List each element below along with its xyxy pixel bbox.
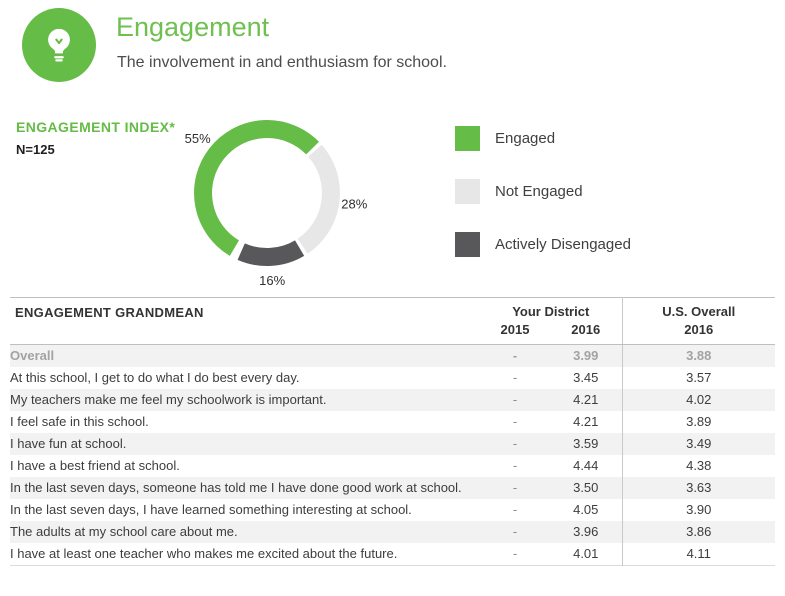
donut-segment-not-engaged xyxy=(297,144,340,254)
district-2015-value: - xyxy=(512,392,518,407)
us-2016-value: 4.38 xyxy=(621,455,775,477)
district-2015-value: - xyxy=(512,414,518,429)
legend-label-actively-disengaged: Actively Disengaged xyxy=(495,236,631,253)
us-2016-value: 3.88 xyxy=(621,344,775,367)
table-header-years: 2015 2016 2016 xyxy=(10,320,775,345)
sample-size-label: N=125 xyxy=(16,142,55,157)
row-label: In the last seven days, someone has told… xyxy=(10,480,462,495)
us-2016-value: 3.49 xyxy=(621,433,775,455)
engagement-donut-chart: 55% 28% 16% xyxy=(155,95,379,300)
district-2015-value: - xyxy=(512,524,518,539)
table-title: ENGAGEMENT GRANDMEAN xyxy=(10,297,480,345)
chart-legend: Engaged Not Engaged Actively Disengaged xyxy=(455,126,631,285)
table-row: I have a best friend at school. - 4.44 4.38 xyxy=(10,455,775,477)
table-row: The adults at my school care about me. - 3… xyxy=(10,521,775,543)
district-2015-value: - xyxy=(512,348,518,363)
district-2015-value: - xyxy=(512,370,518,385)
legend-swatch-actively-disengaged xyxy=(455,232,480,257)
table-row: At this school, I get to do what I do be… xyxy=(10,367,775,389)
row-label: Overall xyxy=(10,348,55,363)
district-2016-value: 4.05 xyxy=(573,502,599,517)
table-row: My teachers make me feel my schoolwork i… xyxy=(10,389,775,411)
us-2016-value: 3.63 xyxy=(621,477,775,499)
row-label: I have fun at school. xyxy=(10,436,127,451)
legend-item-engaged: Engaged xyxy=(455,126,631,151)
legend-label-not-engaged: Not Engaged xyxy=(495,183,583,200)
donut-percvalue-not-engaged: 28% xyxy=(341,196,367,211)
district-2016-value: 4.21 xyxy=(573,392,599,407)
row-label: The adults at my school care about me. xyxy=(10,524,238,539)
engagement-index-title: ENGAGEMENT INDEX* xyxy=(16,119,176,135)
row-label: In the last seven days, I have learned s… xyxy=(10,502,412,517)
district-2016-value: 4.01 xyxy=(573,546,599,561)
col-header-district-2016: 2016 xyxy=(550,320,622,345)
donut-percvalue-actively-disengaged: 16% xyxy=(259,273,285,288)
district-2016-value: 3.59 xyxy=(573,436,599,451)
us-2016-value: 4.02 xyxy=(621,389,775,411)
lightbulb-icon xyxy=(22,8,96,82)
district-2015-value: - xyxy=(512,502,518,517)
legend-item-not-engaged: Not Engaged xyxy=(455,179,631,204)
col-header-us-2016: 2016 xyxy=(621,320,775,345)
page-subtitle: The involvement in and enthusiasm for sc… xyxy=(117,54,447,71)
legend-item-actively-disengaged: Actively Disengaged xyxy=(455,232,631,257)
district-2016-value: 3.99 xyxy=(573,348,599,363)
donut-segment-engaged xyxy=(194,120,319,256)
table-row: Overall - 3.99 3.88 xyxy=(10,344,775,367)
table-row: In the last seven days, someone has told… xyxy=(10,477,775,499)
district-2015-value: - xyxy=(512,480,518,495)
district-2016-value: 3.96 xyxy=(573,524,599,539)
district-2015-value: - xyxy=(512,546,518,561)
donut-percvalue-engaged: 55% xyxy=(185,131,211,146)
legend-label-engaged: Engaged xyxy=(495,130,556,147)
row-label: I have at least one teacher who makes me… xyxy=(10,546,398,561)
page-title: Engagement xyxy=(116,12,270,42)
lightbulb-glyph xyxy=(48,28,70,62)
us-2016-value: 3.57 xyxy=(621,367,775,389)
us-2016-value: 4.11 xyxy=(621,543,775,566)
legend-swatch-engaged xyxy=(455,126,480,151)
grandmean-table: ENGAGEMENT GRANDMEAN Your District U.S. … xyxy=(10,297,775,566)
us-2016-value: 3.86 xyxy=(621,521,775,543)
row-label: At this school, I get to do what I do be… xyxy=(10,370,300,385)
district-2015-value: - xyxy=(512,458,518,473)
row-label: I feel safe in this school. xyxy=(10,414,149,429)
table-row: In the last seven days, I have learned s… xyxy=(10,499,775,521)
district-2016-value: 4.44 xyxy=(573,458,599,473)
table-row: I have fun at school. - 3.59 3.49 xyxy=(10,433,775,455)
row-label: I have a best friend at school. xyxy=(10,458,180,473)
col-group-your-district: Your District xyxy=(512,304,590,319)
col-header-district-2015: 2015 xyxy=(480,320,550,345)
us-2016-value: 3.89 xyxy=(621,411,775,433)
district-2016-value: 3.50 xyxy=(573,480,599,495)
row-label: My teachers make me feel my schoolwork i… xyxy=(10,392,327,407)
district-2015-value: - xyxy=(512,436,518,451)
donut-svg: 55% 28% 16% xyxy=(185,120,368,288)
us-2016-value: 3.90 xyxy=(621,499,775,521)
donut-segment-actively-disengaged xyxy=(237,240,305,266)
col-group-us-overall: U.S. Overall xyxy=(621,297,775,320)
district-2016-value: 4.21 xyxy=(573,414,599,429)
legend-swatch-not-engaged xyxy=(455,179,480,204)
district-2016-value: 3.45 xyxy=(573,370,599,385)
table-header-groups: ENGAGEMENT GRANDMEAN Your District U.S. … xyxy=(10,297,775,345)
table-row: I have at least one teacher who makes me… xyxy=(10,543,775,566)
table-row: I feel safe in this school. - 4.21 3.89 xyxy=(10,411,775,433)
